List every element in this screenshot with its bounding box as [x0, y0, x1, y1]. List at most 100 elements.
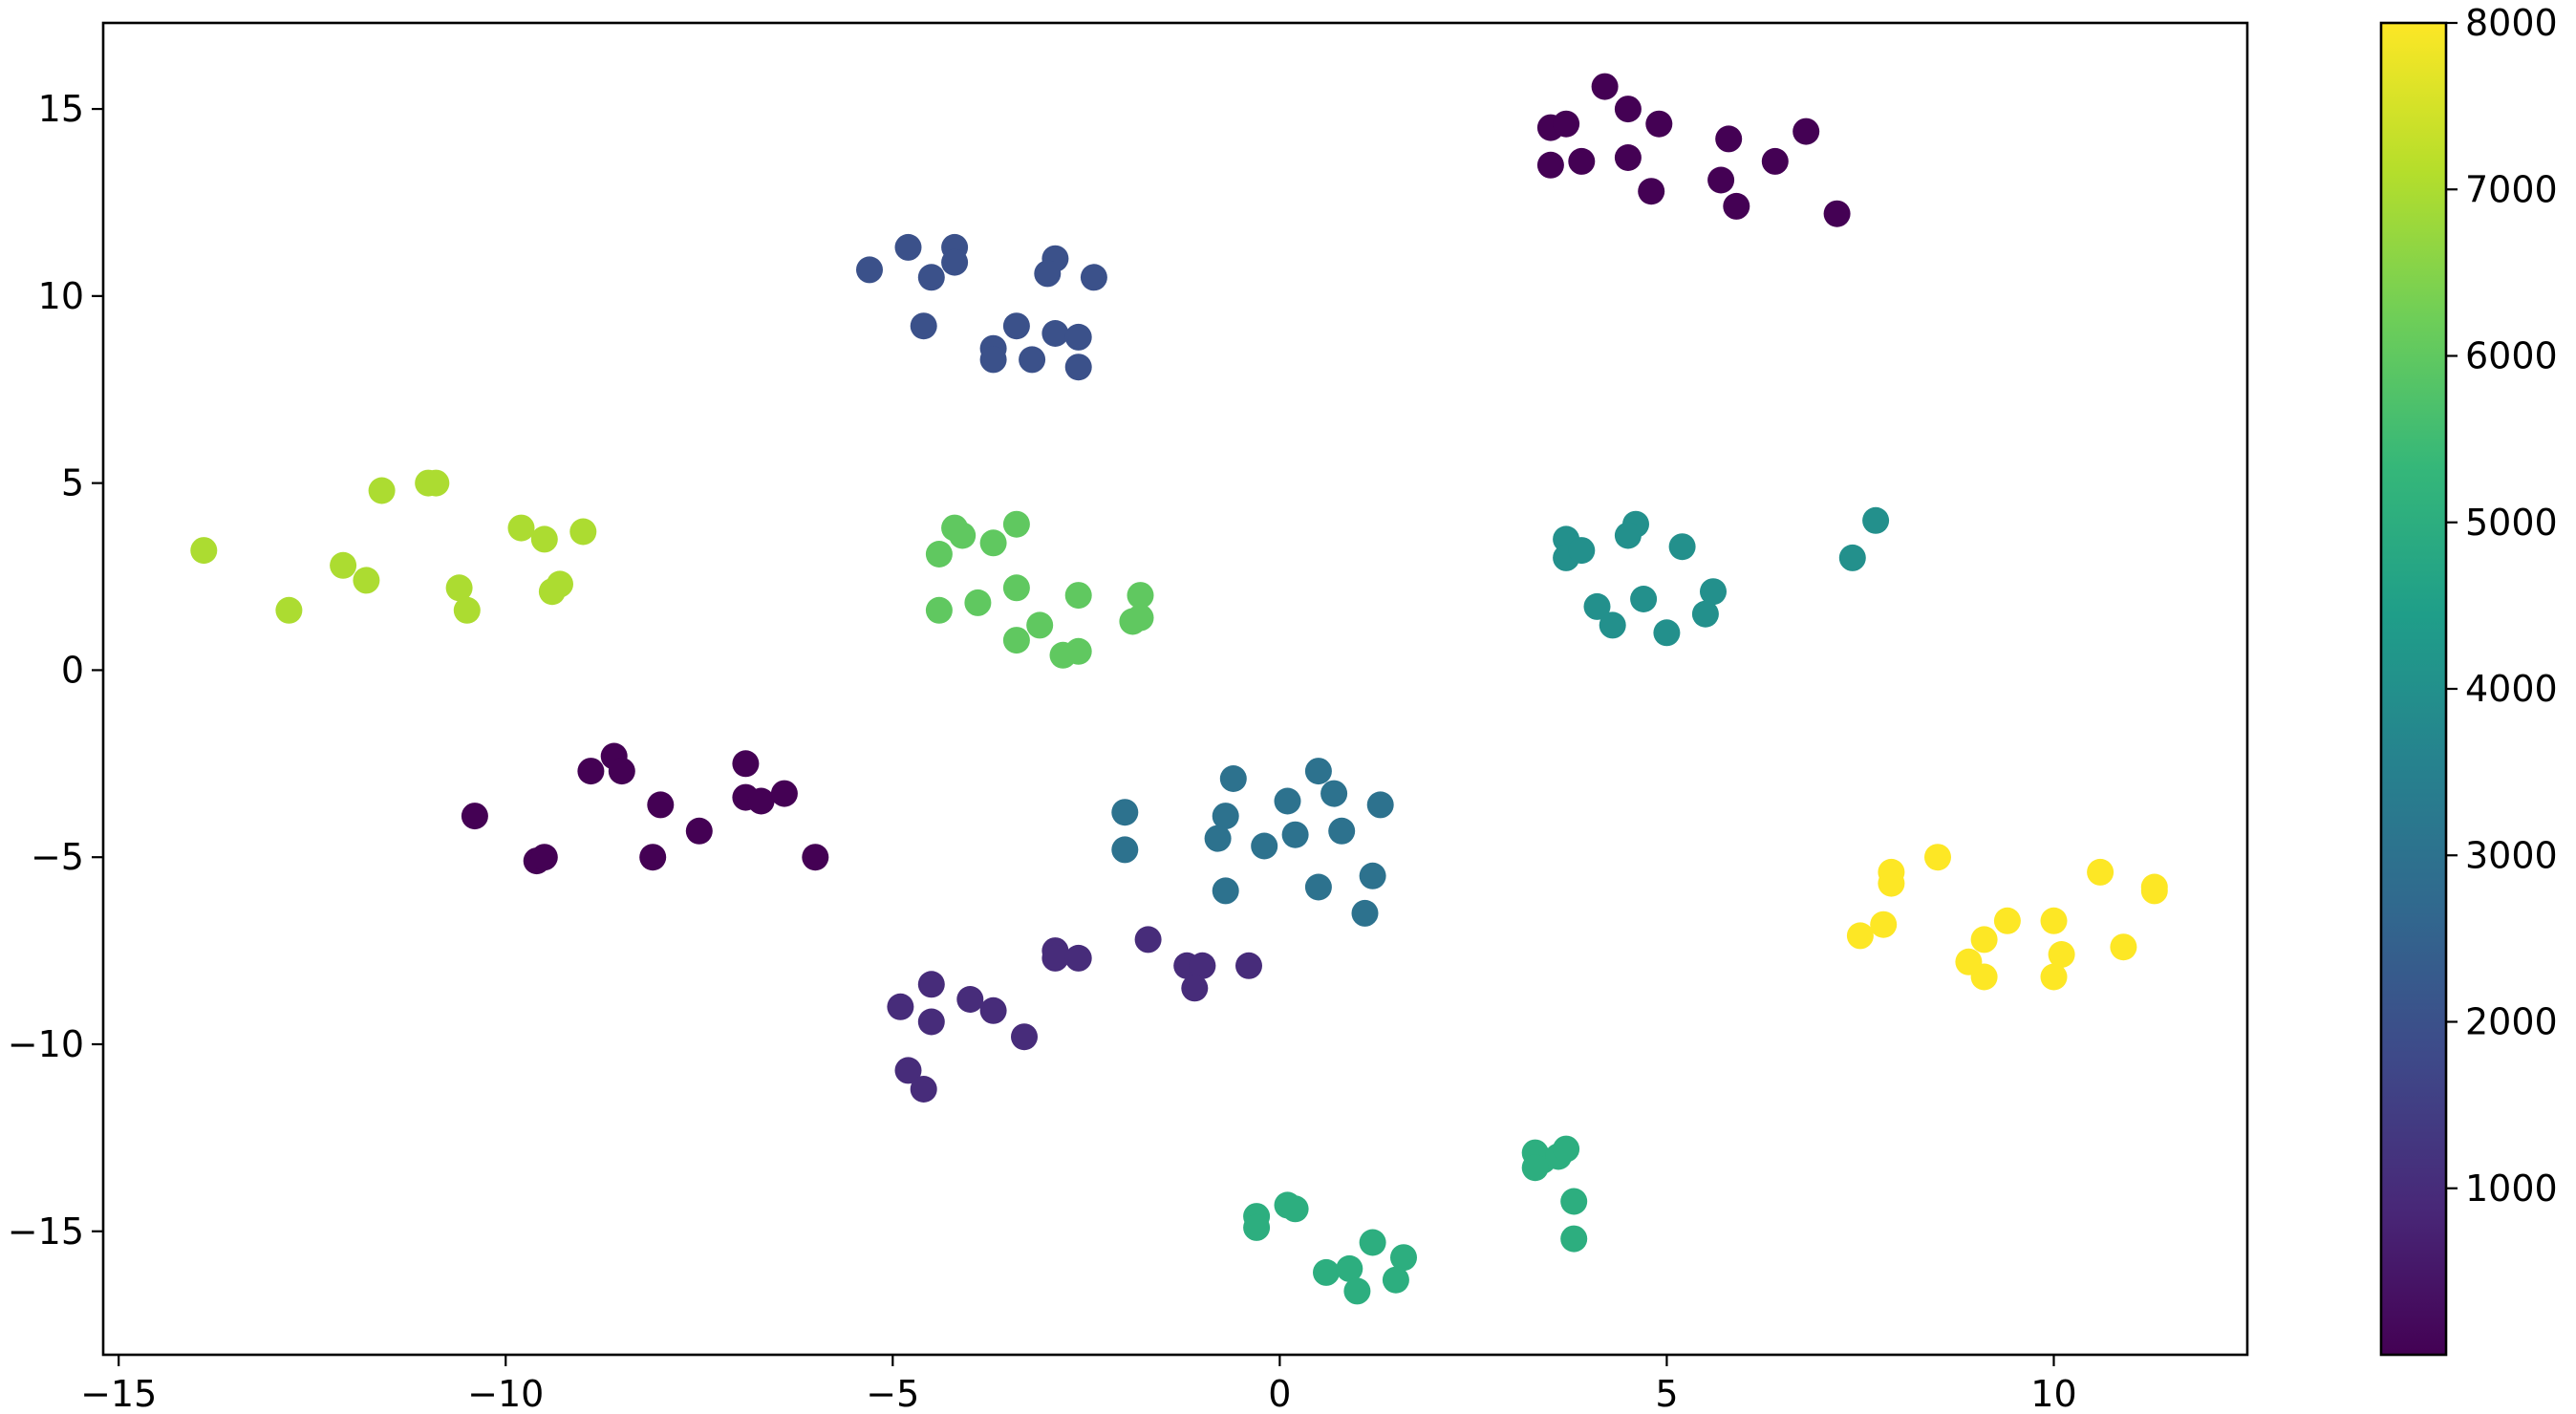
scatter-point	[1366, 791, 1394, 819]
y-tick-label: −10	[8, 1023, 84, 1065]
scatter-point	[1041, 320, 1069, 347]
scatter-point	[453, 596, 481, 624]
x-tick-label: −15	[80, 1373, 157, 1414]
scatter-point	[1002, 627, 1030, 654]
scatter-point	[1189, 952, 1216, 979]
scatter-point	[2040, 907, 2068, 934]
scatter-point	[1320, 780, 1348, 807]
scatter-point	[1614, 144, 1642, 171]
scatter-point	[1002, 312, 1030, 340]
scatter-point	[2140, 877, 2168, 905]
scatter-point	[577, 758, 605, 785]
scatter-point	[1064, 323, 1092, 351]
scatter-point	[894, 233, 922, 261]
scatter-point	[1668, 533, 1696, 561]
scatter-point	[1653, 619, 1681, 647]
scatter-point	[1274, 787, 1301, 815]
scatter-point	[1870, 911, 1898, 938]
scatter-point	[2048, 941, 2075, 968]
scatter-point	[1614, 96, 1642, 123]
scatter-point	[964, 589, 992, 616]
scatter-point	[1336, 1254, 1363, 1282]
scatter-point	[1235, 952, 1262, 979]
colorbar-tick-label: 3000	[2465, 834, 2558, 876]
scatter-point	[941, 248, 969, 276]
y-tick-label: −5	[31, 836, 84, 878]
y-tick-label: −15	[8, 1210, 84, 1253]
x-axis: −15 −10 −5 0 5 10	[80, 1355, 2077, 1414]
scatter-point	[1127, 582, 1154, 610]
scatter-point	[538, 578, 566, 606]
scatter-point	[1630, 586, 1658, 612]
scatter-point	[1281, 821, 1309, 848]
scatter-point	[2040, 963, 2068, 991]
scatter-point	[1243, 1213, 1271, 1241]
colorbar-axis: 1000 2000 3000 4000 5000 6000 7000 8000	[2446, 2, 2558, 1210]
scatter-point	[979, 996, 1007, 1024]
scatter-point	[1568, 147, 1596, 175]
scatter-point	[1002, 574, 1030, 602]
scatter-point	[530, 525, 558, 553]
scatter-point	[1127, 604, 1154, 632]
scatter-point	[1568, 537, 1596, 565]
scatter-point	[1204, 825, 1232, 852]
scatter-point	[1212, 877, 1239, 905]
y-tick-label: 10	[38, 275, 84, 317]
scatter-point	[569, 518, 597, 546]
points-layer	[190, 73, 2168, 1305]
scatter-point	[1064, 944, 1092, 972]
scatter-point	[1111, 836, 1139, 864]
scatter-point	[1715, 125, 1743, 153]
y-tick-label: 5	[61, 462, 84, 504]
y-tick-label: 15	[38, 88, 84, 130]
scatter-point	[1313, 1258, 1340, 1286]
scatter-point	[1304, 758, 1332, 785]
scatter-point	[190, 537, 218, 565]
scatter-point	[979, 346, 1007, 374]
scatter-point	[910, 1076, 937, 1103]
scatter-point	[1359, 1229, 1386, 1256]
scatter-point	[1878, 869, 1905, 897]
colorbar-tick-label: 6000	[2465, 335, 2558, 377]
x-tick-label: −5	[866, 1373, 919, 1414]
scatter-point	[1761, 147, 1789, 175]
scatter-point	[910, 312, 937, 340]
scatter-point	[422, 469, 450, 497]
scatter-point	[530, 844, 558, 871]
scatter-point	[1792, 118, 1820, 145]
y-axis: −15 −10 −5 0 5 10 15	[8, 88, 103, 1253]
scatter-point	[1560, 1188, 1588, 1215]
scatter-point	[2087, 858, 2114, 886]
scatter-point	[917, 264, 945, 291]
x-tick-label: −10	[467, 1373, 544, 1414]
scatter-point	[445, 574, 473, 602]
scatter-point	[1351, 899, 1379, 927]
scatter-point	[1700, 578, 1727, 606]
scatter-point	[1034, 260, 1062, 288]
scatter-point	[647, 791, 675, 819]
scatter-point	[1219, 765, 1247, 792]
scatter-point	[353, 567, 380, 594]
scatter-point	[330, 551, 357, 579]
colorbar-tick-label: 2000	[2465, 1001, 2558, 1043]
scatter-point	[1134, 926, 1162, 953]
scatter-point	[979, 529, 1007, 557]
colorbar-tick-label: 7000	[2465, 168, 2558, 210]
scatter-point	[1970, 926, 1998, 953]
scatter-point	[1970, 963, 1998, 991]
scatter-point	[1723, 192, 1750, 220]
colorbar-tick-label: 1000	[2465, 1168, 2558, 1210]
colorbar-tick-label: 5000	[2465, 502, 2558, 544]
scatter-point	[1343, 1277, 1371, 1305]
scatter-point	[949, 522, 977, 549]
scatter-point	[1521, 1154, 1549, 1182]
scatter-point	[1026, 611, 1054, 639]
scatter-point	[1638, 178, 1665, 205]
scatter-point	[275, 596, 303, 624]
colorbar	[2381, 23, 2446, 1355]
y-tick-label: 0	[61, 649, 84, 691]
scatter-point	[1328, 817, 1356, 845]
x-tick-label: 0	[1268, 1373, 1291, 1414]
scatter-point	[1553, 1135, 1580, 1163]
